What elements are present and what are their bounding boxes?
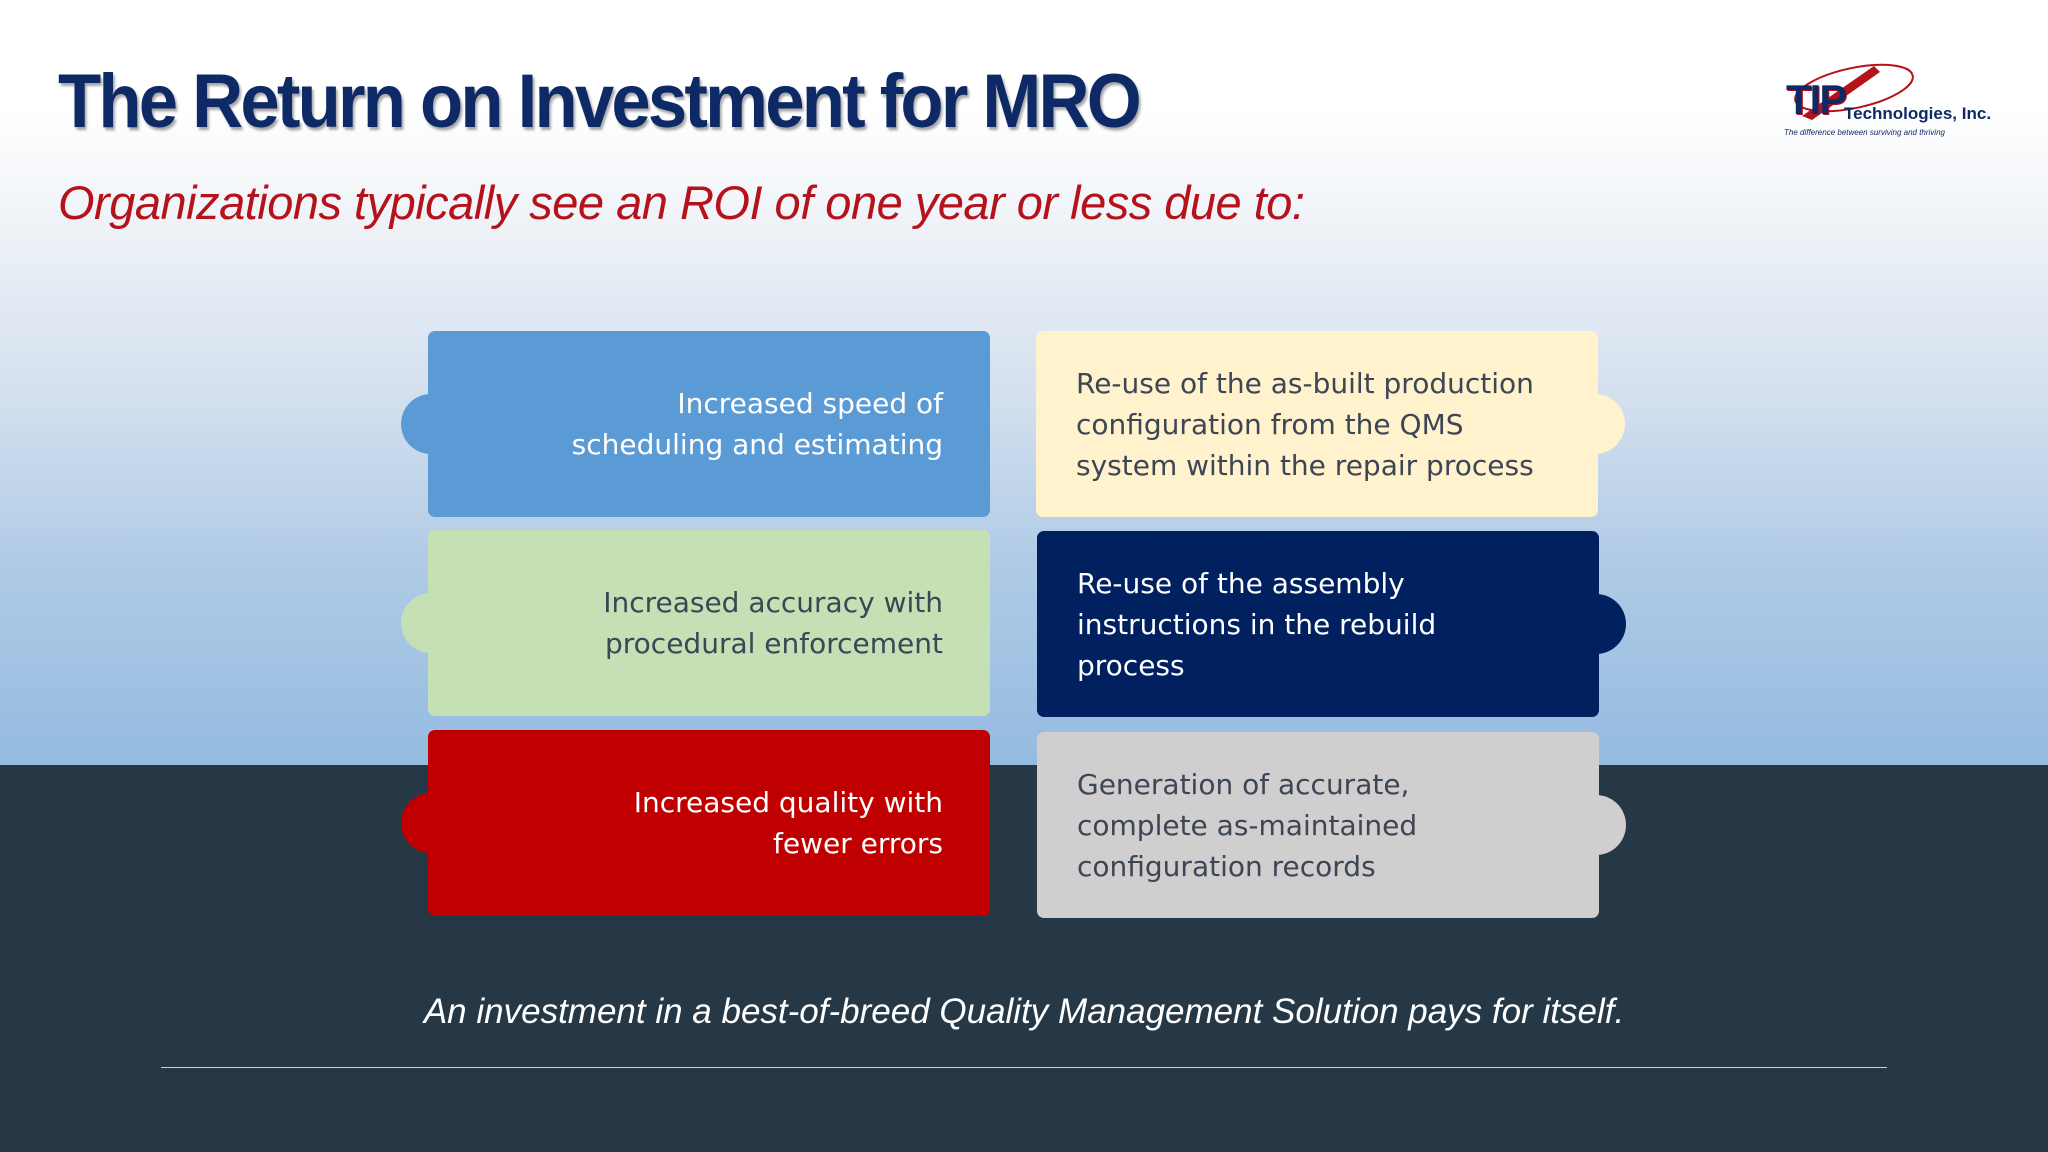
logo-mark: TIP	[1786, 76, 1847, 123]
benefit-tile-quality: Increased quality with fewer errors	[401, 730, 990, 916]
puzzle-tab	[1566, 795, 1626, 855]
benefit-tile-scheduling: Increased speed of scheduling and estima…	[401, 331, 990, 517]
benefit-text: Re-use of the assembly instructions in t…	[1077, 566, 1437, 682]
company-logo: TIP Technologies, Inc. The difference be…	[1782, 58, 1992, 142]
puzzle-tab	[401, 394, 461, 454]
benefit-text: Generation of accurate, complete as-main…	[1077, 767, 1418, 883]
slide-subtitle: Organizations typically see an ROI of on…	[58, 176, 1305, 229]
logo-tagline: The difference between surviving and thr…	[1784, 128, 1945, 137]
benefit-text: Increased speed of scheduling and estima…	[571, 387, 943, 461]
footer-statement: An investment in a best-of-breed Quality…	[423, 992, 1625, 1031]
dark-footer-band	[0, 765, 2048, 1152]
logo-swoosh-icon	[1794, 63, 1914, 120]
puzzle-tab	[401, 793, 461, 853]
benefit-tile-configuration-records: Generation of accurate, complete as-main…	[1037, 732, 1626, 918]
benefit-text: Increased accuracy with procedural enfor…	[603, 586, 943, 660]
puzzle-tab	[1565, 394, 1625, 454]
puzzle-tab	[401, 593, 461, 653]
benefit-tile-as-built-reuse: Re-use of the as-built production config…	[1036, 331, 1625, 517]
benefit-text: Re-use of the as-built production config…	[1076, 366, 1534, 482]
benefit-tile-assembly-reuse: Re-use of the assembly instructions in t…	[1037, 531, 1626, 717]
puzzle-tab	[1566, 594, 1626, 654]
logo-company-name: Technologies, Inc.	[1844, 104, 1992, 123]
footer-divider	[161, 1067, 1887, 1068]
benefit-text: Increased quality with fewer errors	[633, 786, 943, 860]
benefit-tile-accuracy: Increased accuracy with procedural enfor…	[401, 530, 990, 716]
slide-title: The Return on Investment for MRO	[58, 59, 1142, 144]
